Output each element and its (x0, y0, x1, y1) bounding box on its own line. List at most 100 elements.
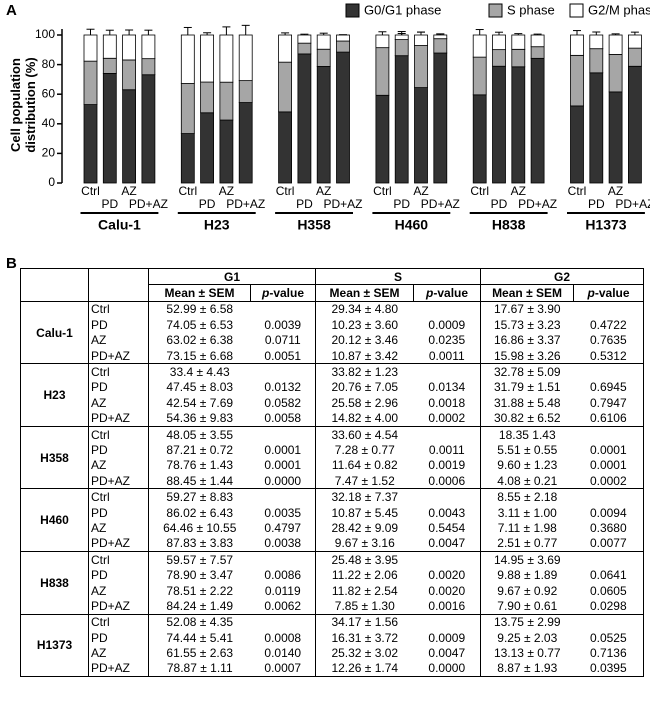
table-cell: 5.51 ± 0.55 (480, 442, 574, 458)
bar-segment (530, 57, 545, 184)
bar-segment (200, 81, 215, 114)
table-cell: 59.57 ± 7.57 (148, 551, 251, 568)
table-cell: PD+AZ (91, 348, 131, 363)
table-cell: 9.67 ± 0.92 (480, 582, 574, 599)
table-cell: 0.0395 (589, 661, 627, 676)
table-cell: 0.0039 (264, 317, 302, 332)
bar-segment (589, 72, 604, 184)
bar-segment (297, 34, 312, 44)
bar-segment (102, 34, 117, 59)
table-cell: 0.0711 (264, 333, 301, 348)
table-cell: AZ (91, 646, 107, 661)
table-cell: 64.46 ± 10.55 (148, 520, 251, 536)
table-row: PD+AZ 73.15 ± 6.68 0.0051 10.87 ± 3.42 0.001… (21, 347, 644, 364)
bar-segment (414, 87, 428, 184)
x-tick-label: PD+AZ (518, 197, 557, 211)
header-cell (20, 268, 89, 302)
table-cell: 0.0140 (264, 646, 302, 661)
table-cell: 0.4722 (589, 317, 627, 332)
table-cell: 0.0001 (264, 458, 302, 473)
table-row: AZ 61.55 ± 2.63 0.0140 25.32 ± 3.02 0.0047 13… (21, 645, 644, 661)
table-cell: 17.67 ± 3.90 (480, 300, 574, 318)
bar-segment (102, 57, 117, 74)
table-cell: 13.75 ± 2.99 (480, 613, 574, 630)
table-row: PD 86.02 ± 6.43 0.0035 10.87 ± 5.45 0.0043 3.… (21, 504, 644, 521)
bar-segment (608, 34, 623, 55)
x-tick-label: AZ (413, 184, 428, 198)
bar-segment (608, 91, 623, 184)
table-cell (250, 300, 316, 318)
table-cell: 7.47 ± 1.52 (315, 473, 414, 489)
table-cell: Ctrl (88, 551, 149, 568)
table-cell: 0.0001 (589, 458, 627, 473)
table-cell: 74.44 ± 5.41 (148, 629, 251, 646)
error-bar (417, 31, 425, 36)
error-bar (125, 29, 134, 35)
table-cell: 86.02 ± 6.43 (148, 504, 251, 521)
bar-segment (394, 39, 409, 57)
table-cell: 31.79 ± 1.51 (480, 379, 574, 396)
table-cell: PD+AZ (91, 411, 131, 426)
table-cell: 0.0047 (428, 536, 466, 551)
legend-swatch (345, 3, 360, 18)
table-cell: PD (91, 568, 108, 583)
table-cell: 0.6945 (589, 380, 627, 395)
cell-line: H1373 (20, 613, 89, 678)
table-cell: AZ (91, 458, 107, 473)
table-cell: Ctrl (88, 613, 149, 630)
x-tick-label: PD (296, 197, 313, 211)
table-cell: 0.0641 (589, 568, 627, 583)
table-cell: 0.0525 (589, 630, 627, 645)
table-cell: 33.4 ± 4.43 (148, 363, 251, 380)
x-tick-label: PD (101, 197, 118, 211)
table-row: PD 78.90 ± 3.47 0.0086 11.22 ± 2.06 0.0020 9.… (21, 567, 644, 583)
table-cell (413, 363, 481, 380)
bar-segment (278, 34, 293, 63)
x-tick-label: PD+AZ (129, 197, 168, 211)
bar-segment (511, 34, 526, 50)
bar-segment (589, 48, 604, 74)
error-bar (241, 24, 250, 35)
table-cell: PD+AZ (91, 661, 131, 676)
table-cell: 15.73 ± 3.23 (480, 317, 574, 333)
group-label: Calu-1 (98, 217, 141, 233)
bar-segment (375, 47, 390, 96)
table-cell: 7.28 ± 0.77 (315, 442, 414, 458)
table-cell: 25.58 ± 2.96 (315, 395, 414, 411)
error-bar (475, 29, 484, 35)
x-tick-label: PD+AZ (323, 197, 362, 211)
table-cell: 84.24 ± 1.49 (148, 598, 251, 615)
table-cell: 0.7635 (589, 333, 627, 348)
table-row: H838 Ctrl 59.57 ± 7.57 25.48 ± 3.95 14.95 ± … (20, 551, 644, 615)
table-cell: 0.0007 (264, 661, 302, 676)
table-cell (573, 363, 644, 380)
table-cell (250, 613, 316, 630)
table-cell: 0.0605 (589, 583, 627, 598)
table-cell: 0.5454 (428, 520, 466, 535)
table-cell: Ctrl (88, 300, 149, 318)
table-cell: 0.0058 (264, 411, 302, 426)
bar-segment (530, 46, 545, 59)
table-cell: 7.90 ± 0.61 (480, 598, 574, 615)
bar-segment (414, 34, 428, 46)
table-cell: 0.0009 (428, 630, 466, 645)
table-cell: 0.7947 (589, 395, 627, 410)
table-cell: 0.0008 (264, 630, 302, 645)
table-cell: AZ (91, 520, 107, 535)
bar-segment (414, 45, 428, 88)
y-tick-label: 0 (48, 175, 55, 189)
table-cell (250, 551, 316, 568)
table-cell: 20.76 ± 7.05 (315, 379, 414, 396)
table-cell (573, 300, 644, 318)
bar-segment (316, 48, 331, 67)
table-cell: AZ (91, 333, 107, 348)
bar-segment (492, 34, 506, 51)
bar-segment (180, 34, 195, 84)
table-cell: 78.51 ± 2.22 (148, 582, 251, 599)
table-row: PD+AZ 54.36 ± 9.83 0.0058 14.82 ± 4.00 0.000… (21, 410, 644, 427)
group-label: H838 (492, 217, 526, 233)
error-bar (203, 32, 212, 35)
table-cell: 2.51 ± 0.77 (480, 535, 574, 552)
table-cell: 0.0002 (589, 473, 627, 488)
x-tick-label: Ctrl (178, 184, 197, 198)
